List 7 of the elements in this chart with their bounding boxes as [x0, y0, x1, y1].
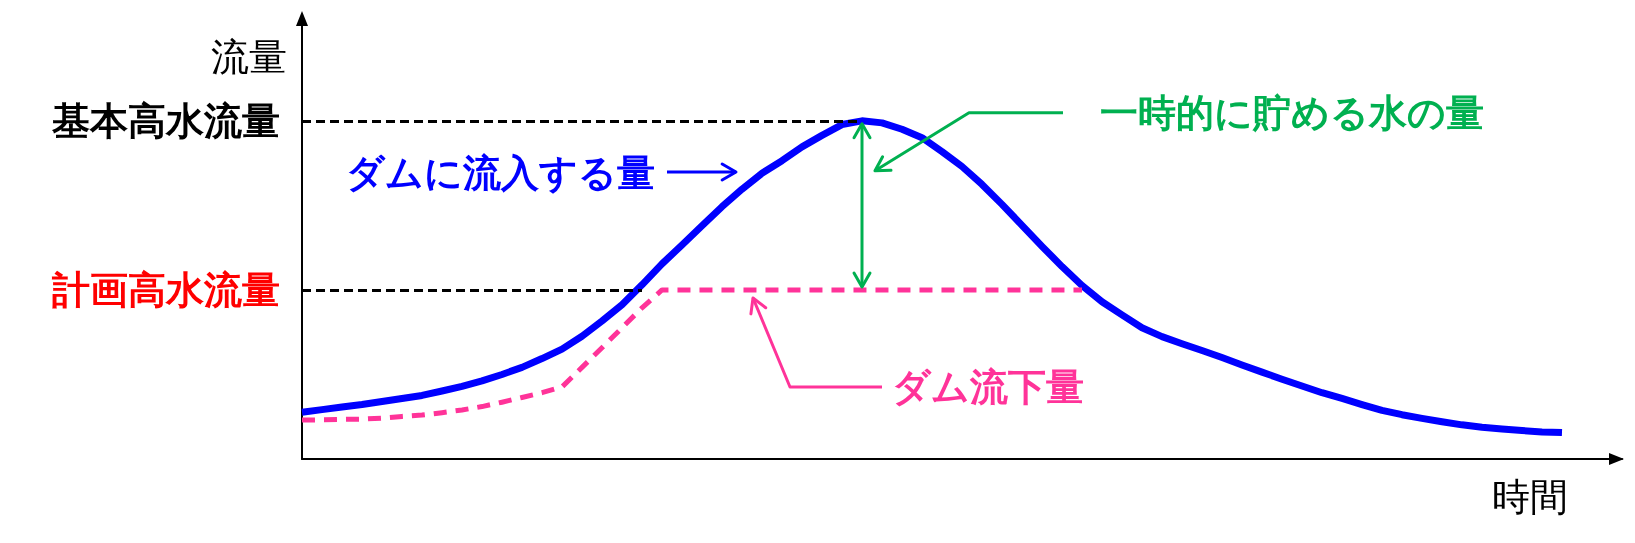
series-label: ダム流下量: [892, 365, 1084, 409]
legend-label: ダムに流入する量: [346, 151, 655, 195]
ref-line-label: 基本高水流量: [51, 98, 280, 143]
y-axis-title: 流量: [211, 35, 287, 79]
annotation: 一時的に貯める水の量: [1100, 90, 1484, 135]
ref-line-label: 計画高水流量: [51, 267, 280, 312]
x-axis-title: 時間: [1492, 475, 1568, 519]
